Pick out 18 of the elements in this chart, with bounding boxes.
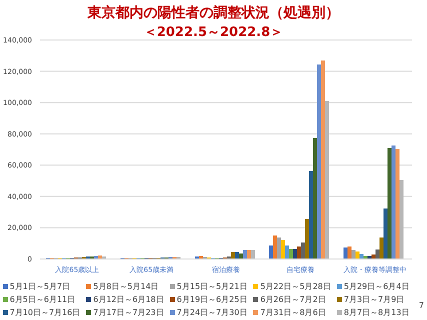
- legend-label: 6月12日～6月18日: [92, 294, 164, 305]
- legend-label: 6月5日～6月11日: [8, 294, 76, 305]
- text: 7: [418, 301, 424, 310]
- legend-label: 5月8日～5月14日: [92, 281, 160, 292]
- chart-subtitle: ＜2022.5～2022.8＞: [144, 25, 284, 40]
- legend-label: 7月24日～7月30日: [176, 307, 248, 318]
- legend-label: 5月15日～5月21日: [176, 281, 248, 292]
- legend-label: 5月29日～6月4日: [342, 281, 410, 292]
- legend-label: 7月10日～7月16日: [8, 307, 80, 318]
- legend-label: 8月7日～8月13日: [342, 307, 410, 318]
- chart-title: 東京都内の陽性者の調整状況（処遇別）: [86, 4, 340, 22]
- legend-label: 5月1日～5月7日: [8, 281, 72, 292]
- legend-label: 5月22日～5月28日: [259, 281, 331, 292]
- legend-label: 7月17日～7月23日: [92, 307, 164, 318]
- legend-label: 6月19日～6月25日: [176, 294, 248, 305]
- legend-label: 7月3日～7月9日: [342, 294, 406, 305]
- legend-label: 7月31日～8月6日: [259, 307, 327, 318]
- legend-label: 6月26日～7月2日: [259, 294, 327, 305]
